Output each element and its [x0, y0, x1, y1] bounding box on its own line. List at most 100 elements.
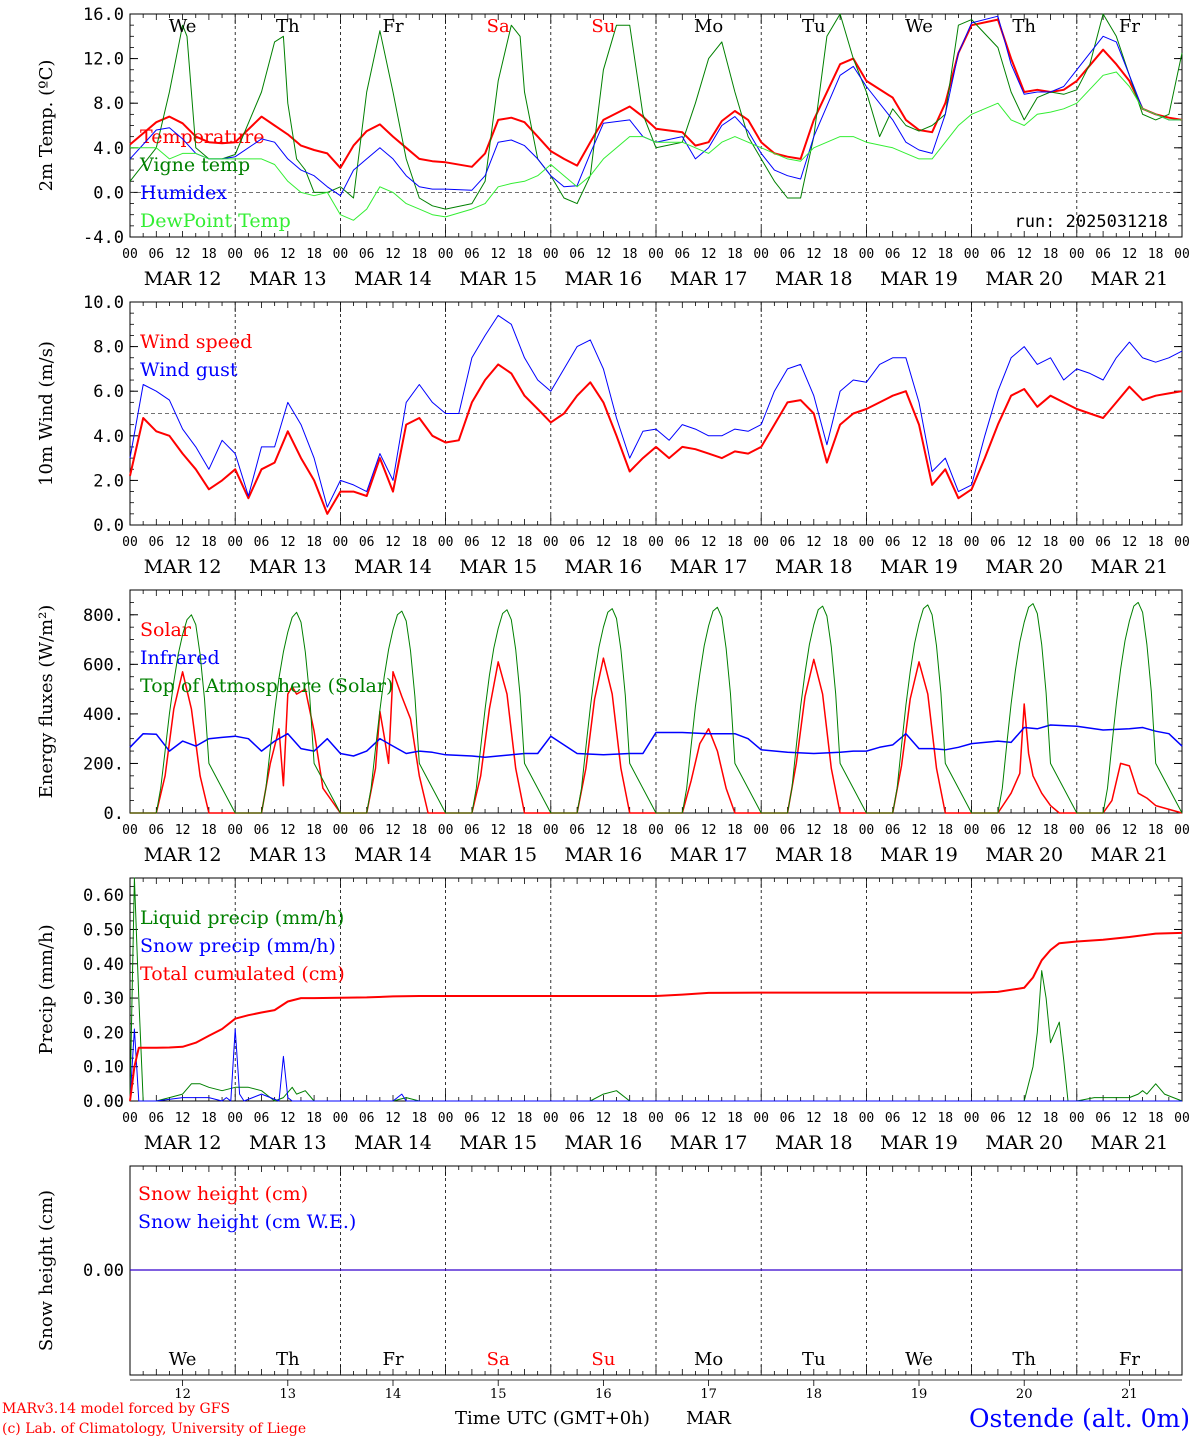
y-axis-label: 10m Wind (m/s) [36, 341, 57, 486]
hour-tick-label: 18 [937, 535, 953, 550]
y-tick-label: 0.00 [83, 1261, 124, 1281]
legend-entry: Temperature [140, 126, 264, 148]
y-tick-label: 0.0 [93, 516, 124, 536]
hour-tick-label: 12 [175, 247, 191, 262]
hour-tick-label: 18 [622, 535, 638, 550]
hour-tick-label: 18 [411, 535, 427, 550]
hour-tick-label: 00 [753, 1111, 769, 1126]
hour-tick-label: 18 [411, 247, 427, 262]
weekday-label: Tu [802, 1349, 826, 1370]
weekday-label: Fr [1119, 1349, 1140, 1370]
panel-4: 0.00 0.10 0.20 0.30 0.40 0.50 0.60 Precip (mm/h… [36, 877, 1190, 1154]
y-tick-label: 0.60 [83, 886, 124, 906]
date-label: MAR 20 [985, 556, 1063, 578]
hour-tick-label: 06 [1095, 1111, 1111, 1126]
hour-tick-label: 00 [227, 247, 243, 262]
run-label: run: 2025031218 [1014, 212, 1168, 232]
legend-entry: Infrared [140, 647, 220, 669]
footer-lab-credit: (c) Lab. of Climatology, University of L… [2, 1421, 306, 1437]
hour-tick-label: 00 [753, 823, 769, 838]
hour-tick-label: 18 [832, 247, 848, 262]
hour-tick-label: 12 [701, 247, 717, 262]
y-tick-label: 200. [83, 754, 124, 774]
hour-tick-label: 12 [385, 823, 401, 838]
series-line-temperature [129, 18, 1183, 169]
day-number-label: 13 [280, 1387, 297, 1402]
hour-tick-label: 06 [990, 247, 1006, 262]
hour-tick-label: 12 [1122, 247, 1138, 262]
day-number-label: 16 [595, 1387, 612, 1402]
date-label: MAR 17 [670, 1132, 748, 1154]
legend-entry: Solar [140, 619, 192, 641]
hour-tick-label: 06 [359, 247, 375, 262]
hour-tick-label: 00 [227, 1111, 243, 1126]
legend-entry: DewPoint Temp [140, 210, 291, 232]
hour-tick-label: 18 [517, 1111, 533, 1126]
hour-tick-label: 06 [464, 247, 480, 262]
y-tick-label: 0. [104, 804, 124, 824]
hour-tick-label: 06 [674, 247, 690, 262]
weekday-label: Fr [1119, 16, 1140, 37]
hour-tick-label: 06 [885, 535, 901, 550]
weekday-label: Th [276, 1349, 300, 1370]
y-tick-label: 10.0 [83, 293, 124, 313]
hour-tick-label: 00 [543, 247, 559, 262]
hour-tick-label: 00 [543, 535, 559, 550]
hour-tick-label: 06 [780, 823, 796, 838]
date-label: MAR 13 [249, 1132, 327, 1154]
hour-tick-label: 00 [859, 1111, 875, 1126]
hour-tick-label: 06 [780, 535, 796, 550]
y-tick-label: 6.0 [93, 382, 124, 402]
hour-tick-label: 00 [859, 247, 875, 262]
hour-tick-label: 00 [753, 247, 769, 262]
hour-tick-label: 12 [1016, 823, 1032, 838]
hour-tick-label: 18 [201, 823, 217, 838]
hour-tick-label: 06 [674, 1111, 690, 1126]
hour-tick-label: 00 [859, 535, 875, 550]
date-label: MAR 20 [985, 268, 1063, 290]
hour-tick-label: 06 [464, 823, 480, 838]
date-label: MAR 15 [459, 1132, 537, 1154]
hour-tick-label: 12 [1016, 535, 1032, 550]
legend-entry: Wind speed [140, 331, 252, 353]
hour-tick-label: 12 [701, 535, 717, 550]
legend-entry: Top of Atmosphere (Solar) [140, 675, 393, 697]
day-number-label: 14 [385, 1387, 402, 1402]
y-tick-label: 400. [83, 705, 124, 725]
hour-tick-label: 18 [727, 1111, 743, 1126]
day-number-label: 19 [911, 1387, 928, 1402]
weekday-label: Tu [802, 16, 826, 37]
hour-tick-label: 12 [596, 247, 612, 262]
date-label: MAR 12 [144, 1132, 222, 1154]
day-number-label: 12 [174, 1387, 191, 1402]
hour-tick-label: 18 [411, 823, 427, 838]
legend-entry: Snow height (cm W.E.) [138, 1211, 356, 1233]
hour-tick-label: 12 [385, 247, 401, 262]
y-tick-label: 4.0 [93, 139, 124, 159]
hour-tick-label: 18 [622, 1111, 638, 1126]
hour-tick-label: 18 [727, 247, 743, 262]
hour-tick-label: 00 [438, 1111, 454, 1126]
hour-tick-label: 12 [280, 823, 296, 838]
hour-tick-label: 06 [674, 535, 690, 550]
hour-tick-label: 00 [438, 823, 454, 838]
weekday-label: We [169, 16, 197, 37]
hour-tick-label: 18 [727, 823, 743, 838]
hour-tick-label: 18 [306, 535, 322, 550]
y-axis-label: Energy fluxes (W/m²) [36, 605, 57, 799]
date-label: MAR 15 [459, 556, 537, 578]
date-label: MAR 14 [354, 844, 432, 866]
hour-tick-label: 12 [175, 823, 191, 838]
date-label: MAR 19 [880, 1132, 958, 1154]
hour-tick-label: 18 [201, 1111, 217, 1126]
hour-tick-label: 18 [306, 247, 322, 262]
hour-tick-label: 12 [280, 1111, 296, 1126]
date-label: MAR 19 [880, 844, 958, 866]
hour-tick-label: 00 [227, 535, 243, 550]
hour-tick-label: 18 [1043, 823, 1059, 838]
hour-tick-label: 12 [490, 823, 506, 838]
date-label: MAR 16 [565, 1132, 643, 1154]
date-label: MAR 15 [459, 268, 537, 290]
hour-tick-label: 06 [990, 823, 1006, 838]
y-axis-label: Precip (mm/h) [36, 924, 57, 1054]
